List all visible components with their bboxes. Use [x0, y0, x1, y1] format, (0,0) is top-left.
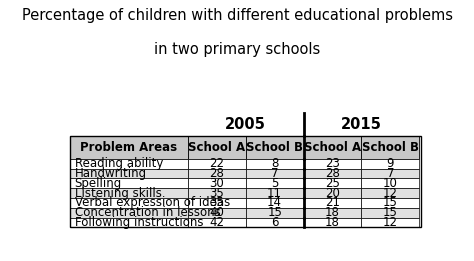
Text: 15: 15	[267, 206, 282, 219]
Text: Percentage of children with different educational problems: Percentage of children with different ed…	[21, 8, 453, 23]
Bar	[246, 179, 303, 188]
Text: 10: 10	[383, 177, 398, 190]
Bar	[70, 208, 188, 217]
Bar	[70, 169, 188, 179]
Text: 6: 6	[271, 216, 278, 229]
Bar	[246, 208, 303, 217]
Text: 42: 42	[209, 216, 224, 229]
Bar	[362, 179, 419, 188]
Text: 20: 20	[325, 187, 340, 200]
Bar	[188, 217, 246, 227]
Bar	[362, 208, 419, 217]
Text: 5: 5	[271, 177, 278, 190]
Text: 15: 15	[383, 206, 398, 219]
Bar	[303, 208, 362, 217]
Text: 2005: 2005	[225, 117, 266, 132]
Text: Following instructions: Following instructions	[75, 216, 203, 229]
Text: Handwriting: Handwriting	[75, 167, 147, 180]
Bar	[303, 198, 362, 208]
Bar	[70, 136, 421, 227]
Bar	[303, 136, 362, 159]
Bar	[303, 179, 362, 188]
Text: 28: 28	[325, 167, 340, 180]
Bar	[246, 188, 303, 198]
Bar	[303, 159, 362, 169]
Bar	[70, 179, 188, 188]
Bar	[188, 198, 246, 208]
Text: 22: 22	[209, 157, 224, 170]
Text: Reading ability: Reading ability	[75, 157, 163, 170]
Text: 2015: 2015	[341, 117, 382, 132]
Bar	[362, 159, 419, 169]
Text: School A: School A	[304, 141, 361, 154]
Bar	[70, 188, 188, 198]
Bar	[188, 136, 246, 159]
Bar	[362, 169, 419, 179]
Text: 15: 15	[383, 196, 398, 209]
Text: 35: 35	[210, 196, 224, 209]
Bar	[188, 113, 303, 136]
Bar	[188, 179, 246, 188]
Text: 21: 21	[325, 196, 340, 209]
Text: 25: 25	[325, 177, 340, 190]
Bar	[246, 169, 303, 179]
Bar	[188, 169, 246, 179]
Bar	[303, 169, 362, 179]
Text: 9: 9	[387, 157, 394, 170]
Text: Verbal expression of ideas: Verbal expression of ideas	[75, 196, 230, 209]
Bar	[188, 208, 246, 217]
Text: 18: 18	[325, 216, 340, 229]
Text: Concentration in lessons: Concentration in lessons	[75, 206, 220, 219]
Bar	[303, 188, 362, 198]
Text: 35: 35	[210, 187, 224, 200]
Bar	[70, 159, 188, 169]
Text: in two primary schools: in two primary schools	[154, 42, 320, 57]
Text: Spelling: Spelling	[75, 177, 122, 190]
Bar	[70, 198, 188, 208]
Bar	[246, 136, 303, 159]
Text: Listening skills: Listening skills	[75, 187, 162, 200]
Bar	[303, 113, 419, 136]
Text: 40: 40	[210, 206, 224, 219]
Bar	[362, 136, 419, 159]
Text: 18: 18	[325, 206, 340, 219]
Bar	[70, 136, 188, 159]
Text: 7: 7	[387, 167, 394, 180]
Bar	[246, 159, 303, 169]
Text: 14: 14	[267, 196, 282, 209]
Text: 11: 11	[267, 187, 282, 200]
Text: 8: 8	[271, 157, 278, 170]
Text: 30: 30	[210, 177, 224, 190]
Bar	[246, 217, 303, 227]
Bar	[70, 217, 188, 227]
Text: School A: School A	[188, 141, 246, 154]
Text: School B: School B	[246, 141, 303, 154]
Bar	[188, 188, 246, 198]
Bar	[362, 188, 419, 198]
Text: Problem Areas: Problem Areas	[81, 141, 178, 154]
Bar	[303, 217, 362, 227]
Text: 12: 12	[383, 187, 398, 200]
Text: 12: 12	[383, 216, 398, 229]
Text: 28: 28	[210, 167, 224, 180]
Text: 7: 7	[271, 167, 278, 180]
Bar	[362, 217, 419, 227]
Text: 23: 23	[325, 157, 340, 170]
Bar	[246, 198, 303, 208]
Text: School B: School B	[362, 141, 419, 154]
Bar	[188, 159, 246, 169]
Bar	[362, 198, 419, 208]
